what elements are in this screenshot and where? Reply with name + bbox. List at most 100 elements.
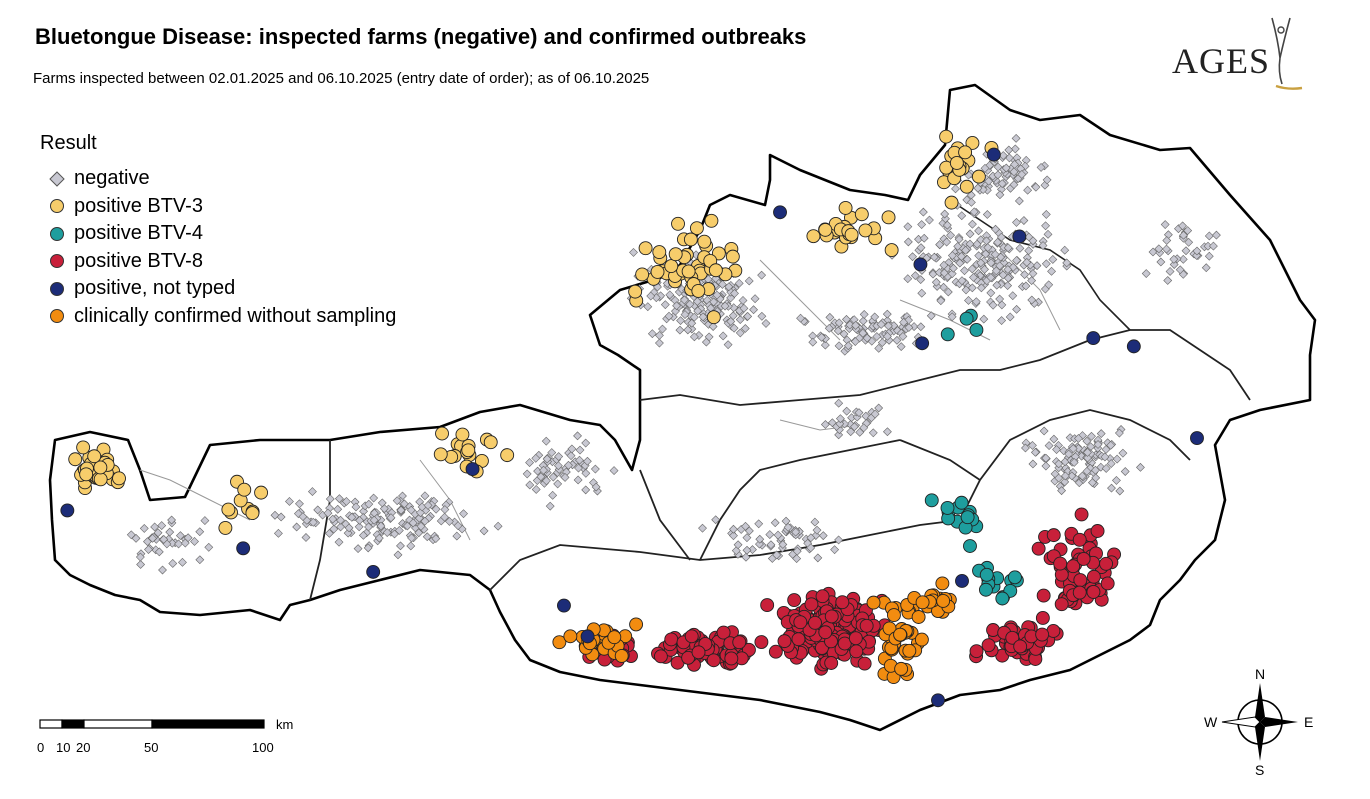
negative-farm-marker	[964, 296, 973, 305]
outbreak-marker	[236, 541, 251, 556]
negative-farm-marker	[741, 521, 750, 531]
negative-farm-marker	[167, 515, 177, 525]
negative-farm-marker	[270, 510, 280, 520]
negative-farm-marker	[698, 312, 708, 322]
outbreak-marker	[824, 656, 839, 670]
negative-farm-marker	[396, 505, 406, 515]
outbreak-marker	[254, 485, 269, 500]
outbreak-marker	[93, 472, 108, 487]
negative-farm-marker	[846, 427, 856, 437]
outbreak-marker	[60, 503, 75, 518]
negative-farm-marker	[685, 299, 695, 309]
negative-farm-marker	[334, 494, 344, 504]
outbreak-marker	[465, 462, 480, 477]
negative-farm-marker	[545, 501, 555, 511]
negative-farm-marker	[1112, 476, 1121, 485]
outbreak-marker	[866, 595, 881, 610]
negative-farm-marker	[369, 515, 379, 525]
legend-item-btv8: positive BTV-8	[40, 248, 396, 276]
negative-farm-marker	[386, 513, 396, 523]
outbreak-marker	[1066, 559, 1081, 574]
outbreak-marker	[1086, 331, 1101, 346]
negative-farm-marker	[298, 512, 308, 522]
negative-farm-marker	[946, 230, 956, 240]
negative-farm-marker	[154, 547, 164, 557]
negative-farm-marker	[743, 311, 753, 321]
negative-farm-marker	[423, 500, 433, 510]
negative-farm-marker	[730, 289, 739, 298]
negative-farm-marker	[1043, 229, 1053, 239]
negative-farm-marker	[998, 270, 1008, 280]
negative-farm-marker	[991, 224, 1000, 234]
negative-farm-marker	[536, 472, 546, 482]
negative-farm-marker	[292, 522, 302, 532]
negative-farm-marker	[394, 526, 404, 535]
negative-farm-marker	[960, 266, 969, 276]
outbreak-marker	[706, 653, 721, 668]
negative-farm-marker	[393, 550, 403, 560]
circle-icon	[50, 199, 64, 214]
negative-farm-marker	[276, 512, 286, 522]
negative-farm-marker	[738, 296, 748, 305]
negative-farm-marker	[693, 306, 703, 316]
negative-farm-marker	[942, 220, 952, 230]
outbreak-marker	[791, 632, 806, 647]
negative-farm-marker	[573, 475, 583, 485]
negative-farm-marker	[842, 406, 852, 416]
outbreak-marker	[93, 460, 108, 475]
negative-farm-marker	[872, 332, 882, 342]
negative-farm-marker	[835, 419, 845, 429]
negative-farm-marker	[711, 515, 721, 525]
negative-farm-marker	[810, 517, 820, 527]
negative-farm-marker	[939, 260, 949, 270]
outbreak-marker	[708, 263, 723, 278]
negative-farm-marker	[1067, 471, 1077, 481]
outbreak-marker	[959, 179, 974, 194]
negative-farm-marker	[1041, 209, 1051, 219]
negative-farm-marker	[1004, 153, 1014, 163]
negative-farm-marker	[808, 337, 818, 347]
outbreak-marker	[1074, 507, 1089, 522]
negative-farm-marker	[931, 277, 941, 287]
negative-farm-marker	[750, 294, 760, 304]
negative-farm-marker	[1184, 237, 1194, 247]
negative-farm-marker	[452, 531, 462, 541]
negative-farm-marker	[407, 533, 416, 543]
negative-farm-marker	[986, 288, 996, 298]
outbreak-marker	[986, 147, 1001, 162]
negative-farm-marker	[167, 538, 177, 548]
negative-farm-marker	[190, 537, 199, 546]
compass-n: N	[1255, 666, 1265, 682]
negative-farm-marker	[926, 311, 936, 321]
negative-farm-marker	[783, 522, 793, 532]
negative-farm-marker	[961, 245, 970, 255]
outbreak-marker	[854, 207, 869, 222]
negative-farm-marker	[1179, 230, 1188, 240]
outbreak-marker	[112, 471, 126, 486]
negative-farm-marker	[324, 528, 334, 538]
scale-tick: 50	[144, 740, 158, 755]
negative-farm-marker	[1169, 260, 1179, 269]
negative-farm-marker	[1010, 144, 1020, 154]
negative-farm-marker	[1030, 447, 1040, 457]
negative-farm-marker	[772, 550, 782, 560]
negative-farm-marker	[755, 539, 764, 549]
negative-farm-marker	[1211, 230, 1221, 240]
outbreak-marker	[940, 500, 955, 515]
circle-icon	[50, 281, 64, 296]
negative-farm-marker	[834, 535, 844, 545]
negative-farm-marker	[870, 409, 880, 419]
negative-farm-marker	[965, 229, 975, 239]
negative-farm-marker	[1003, 243, 1013, 253]
negative-farm-marker	[904, 323, 914, 332]
negative-farm-marker	[892, 335, 902, 345]
negative-farm-marker	[354, 522, 364, 532]
negative-farm-marker	[1039, 426, 1049, 436]
legend-item-clinical: clinically confirmed without sampling	[40, 303, 396, 331]
negative-farm-marker	[1023, 185, 1033, 195]
negative-farm-marker	[882, 331, 892, 341]
scale-tick: 100	[252, 740, 274, 755]
negative-farm-marker	[553, 479, 563, 489]
negative-farm-marker	[728, 311, 738, 321]
negative-farm-marker	[590, 464, 600, 474]
